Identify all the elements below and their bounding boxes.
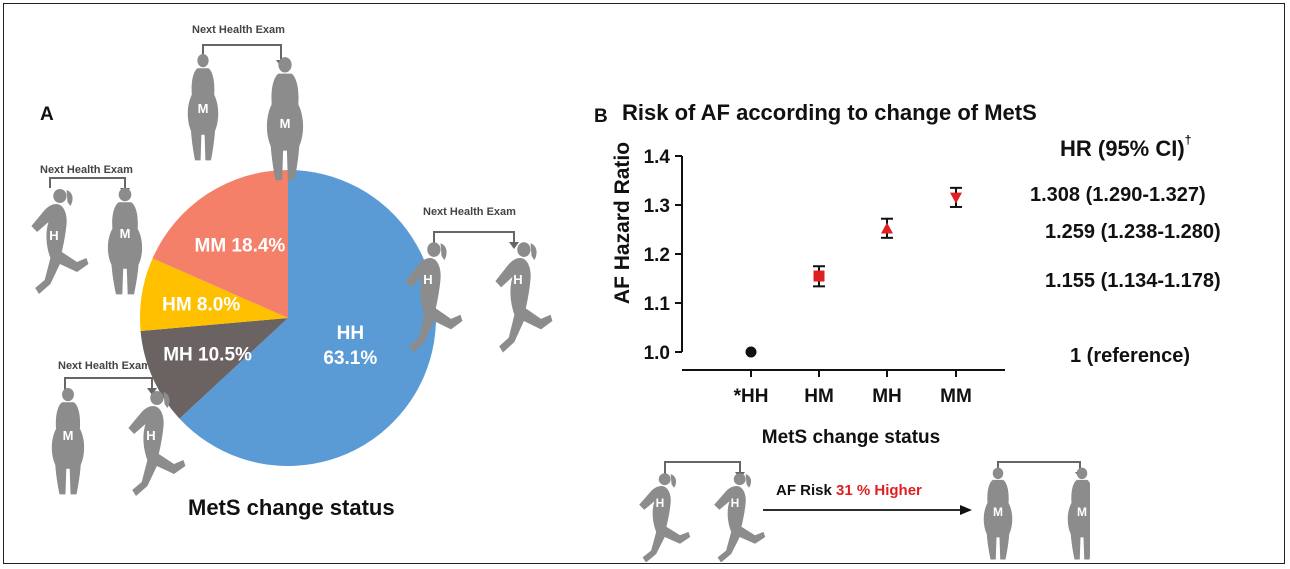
x-tick-label-hh: *HH [734,386,769,407]
y-tick-label: 1.1 [644,294,671,315]
risk-glyphs: H H M M [656,496,1087,519]
figure-glyphs: M M H M H H M H [49,101,522,443]
risk-highlight: 31 % Higher [836,482,922,499]
glyph-m: M [63,428,74,443]
figure-h-right-2 [495,242,553,353]
figure-h-risk-2 [714,473,766,562]
y-tick-label: 1.3 [644,196,670,217]
pie-slices [140,170,436,466]
y-tick-label: 1.4 [644,147,671,168]
hr-value-mm: 1.308 (1.290-1.327) [1030,184,1206,206]
exam-label-top: Next Health Exam [192,24,285,36]
risk-prefix: AF Risk [776,482,832,499]
pie-label-mm: MM 18.4% [195,235,286,256]
glyph-h: H [423,272,432,287]
figure-frame [3,3,1285,564]
pie-value-hh: 63.1% [323,348,377,369]
exam-brackets [49,44,515,392]
pie-label-hh: HH [337,323,364,344]
point-hh [745,346,757,358]
pie-caption: MetS change status [188,495,395,520]
chart-axes: 1.0 1.1 1.2 1.3 1.4 *HH HM MH MM [644,147,1005,407]
hr-value-hh: 1 (reference) [1070,345,1191,367]
panel-a-letter: A [40,104,54,125]
x-tick-label-mm: MM [940,386,972,407]
pie-slice-mh [140,318,288,419]
risk-arrow-head [960,505,972,515]
hr-header-text: HR (95% CI) [1060,136,1185,161]
figure-h-risk-1 [639,473,691,562]
chart-marks [745,186,962,358]
glyph-m: M [280,116,291,131]
figure-h-left [31,189,89,294]
y-tick-label: 1.2 [644,245,670,266]
panel-b-letter: B [594,106,608,127]
glyph-h: H [146,428,155,443]
hr-value-mh: 1.259 (1.238-1.280) [1045,221,1221,243]
pie-labels: HH 63.1% MH 10.5% HM 8.0% MM 18.4% [162,235,377,369]
x-tick-label-mh: MH [872,386,902,407]
risk-illustration: H H M M [639,461,1090,562]
hr-header: HR (95% CI)† [1060,132,1192,162]
x-axis-label: MetS change status [762,427,940,448]
glyph-m: M [120,226,131,241]
point-hm [813,270,825,282]
glyph-m: M [993,505,1003,519]
exam-label-bottom: Next Health Exam [58,360,151,372]
panel-b-title: Risk of AF according to change of MetS [622,100,1037,125]
risk-statement: AF Risk 31 % Higher [776,482,922,499]
exam-label-right: Next Health Exam [423,206,516,218]
pie-slice-mm [152,170,288,318]
x-tick-label-hm: HM [804,386,834,407]
glyph-m: M [198,101,209,116]
risk-brackets [664,461,1081,478]
glyph-h: H [513,272,522,287]
figure-m-left [107,187,143,295]
pie-label-mh: MH 10.5% [163,345,252,366]
hr-header-mark: † [1184,132,1192,147]
hr-value-hm: 1.155 (1.134-1.178) [1045,270,1221,292]
pie-slice-hm [140,258,288,332]
pie-label-hm: HM 8.0% [162,295,240,316]
y-axis-label: AF Hazard Ratio [611,142,634,304]
glyph-h: H [49,228,58,243]
glyph-h: H [656,496,665,510]
risk-arrowheads [735,472,1085,479]
y-tick-label: 1.0 [644,343,670,364]
glyph-h: H [731,496,740,510]
point-mm [950,192,962,204]
pie-slice-hh [179,170,436,466]
exam-label-left: Next Health Exam [40,164,133,176]
hazard-ratio-chart: 1.0 1.1 1.2 1.3 1.4 *HH HM MH MM AF Hazard Ratio… [611,142,1005,448]
point-mh [881,222,893,234]
glyph-m: M [1077,505,1087,519]
